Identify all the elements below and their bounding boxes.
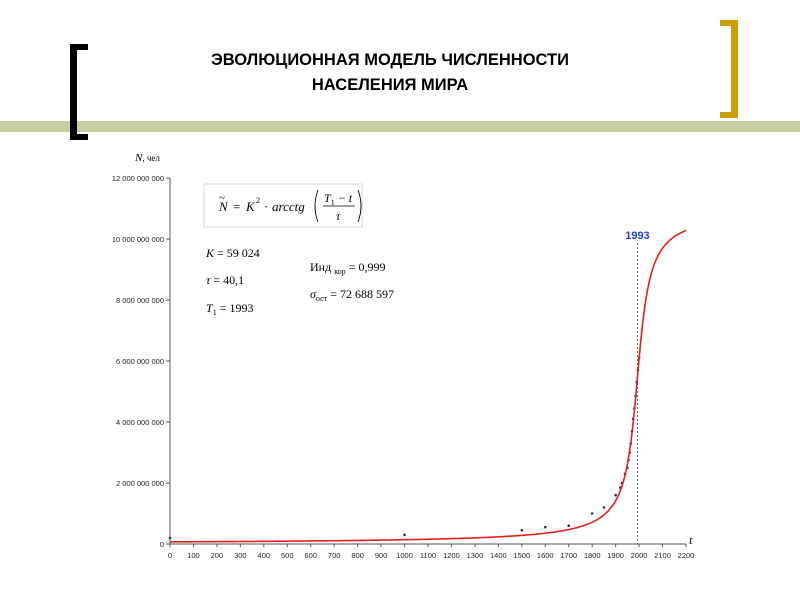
chart-area xyxy=(92,140,704,568)
x-tick-label: 100 xyxy=(187,551,200,560)
x-tick-label: 200 xyxy=(211,551,224,560)
formula-dot: · xyxy=(264,199,268,214)
y-tick-label: 4 000 000 000 xyxy=(116,418,164,427)
data-point xyxy=(168,536,172,540)
param-ind: Инд кор = 0,999 xyxy=(310,260,385,276)
slide-title-line-1: ЭВОЛЮЦИОННАЯ МОДЕЛЬ ЧИСЛЕННОСТИ xyxy=(211,51,569,69)
x-tick-label: 700 xyxy=(328,551,341,560)
y-tick-label: 6 000 000 000 xyxy=(116,357,164,366)
x-axis-label: t xyxy=(689,533,693,547)
y-axis-unit: , чел xyxy=(142,153,160,163)
x-tick-label: 2200 xyxy=(678,551,695,560)
formula-lhs: N xyxy=(218,199,229,214)
x-tick-label: 600 xyxy=(304,551,317,560)
model-parameters: K = 59 024 τ = 40,1 T1 = 1993 Инд кор = 0… xyxy=(205,246,394,317)
y-axis-variable: N xyxy=(134,152,143,164)
model-formula: N ~ = K 2 · arcctg T1 − t τ xyxy=(203,183,363,228)
x-tick-label: 1700 xyxy=(560,551,577,560)
x-tick-label: 300 xyxy=(234,551,247,560)
data-point xyxy=(543,525,547,529)
param-k: K = 59 024 xyxy=(205,246,260,260)
x-tick-label: 2100 xyxy=(654,551,671,560)
param-sigma: σост = 72 688 597 xyxy=(310,287,394,303)
formula-k: K xyxy=(245,199,256,214)
data-point xyxy=(520,528,524,532)
y-tick-label: 10 000 000 000 xyxy=(112,235,164,244)
x-tick-label: 1300 xyxy=(467,551,484,560)
y-tick-label: 12 000 000 000 xyxy=(112,174,164,183)
y-ticks: 0 2 000 000 000 4 000 000 000 6 000 000 000… xyxy=(112,174,170,549)
data-point xyxy=(602,506,606,509)
x-tick-label: 2000 xyxy=(631,551,648,560)
x-tick-label: 1900 xyxy=(607,551,624,560)
data-point xyxy=(567,524,571,527)
x-tick-label: 1100 xyxy=(420,551,436,560)
formula-box xyxy=(203,183,363,228)
left-bracket xyxy=(70,44,88,140)
x-tick-label: 1600 xyxy=(537,551,554,560)
slide-title-line-2: НАСЕЛЕНИЯ МИРА xyxy=(311,76,469,94)
formula-equals: = xyxy=(233,199,240,214)
y-axis-label: N, чел xyxy=(134,152,160,164)
slide-title: ЭВОЛЮЦИОННАЯ МОДЕЛЬ ЧИСЛЕННОСТИ НАСЕЛЕНИ… xyxy=(120,48,660,98)
x-tick-label: 1800 xyxy=(584,551,601,560)
formula-function: arcctg xyxy=(272,199,305,214)
x-ticks: 0 100 200 300 400 500 600 700 800 900 1000 1100 1200… xyxy=(168,544,694,560)
y-tick-label: 0 xyxy=(160,540,164,549)
formula-right-paren xyxy=(357,189,362,223)
formula-tilde: ~ xyxy=(219,192,225,204)
x-tick-label: 1400 xyxy=(490,551,507,560)
x-tick-label: 800 xyxy=(351,551,364,560)
x-tick-label: 1000 xyxy=(396,551,413,560)
param-t1: T1 = 1993 xyxy=(206,301,253,317)
title-accent-stripe xyxy=(0,121,800,132)
right-bracket xyxy=(720,20,738,118)
y-tick-label: 2 000 000 000 xyxy=(116,479,164,488)
y-tick-label: 8 000 000 000 xyxy=(116,296,164,305)
formula-left-paren xyxy=(314,189,319,223)
year-marker-label: 1993 xyxy=(625,230,649,242)
x-tick-label: 500 xyxy=(281,551,294,560)
param-tau: τ = 40,1 xyxy=(206,273,244,287)
x-tick-label: 0 xyxy=(168,551,172,560)
data-point xyxy=(614,493,617,497)
data-point xyxy=(403,533,406,537)
formula-k-exponent: 2 xyxy=(256,196,260,205)
formula-denominator: τ xyxy=(336,209,341,223)
data-point xyxy=(590,512,594,515)
x-tick-label: 400 xyxy=(258,551,271,560)
year-marker-label-bg xyxy=(621,229,654,242)
x-tick-label: 1200 xyxy=(443,551,460,560)
formula-numerator: T1 − t xyxy=(324,191,353,207)
x-tick-label: 900 xyxy=(375,551,388,560)
model-curve xyxy=(170,229,687,543)
x-tick-label: 1500 xyxy=(513,551,530,560)
